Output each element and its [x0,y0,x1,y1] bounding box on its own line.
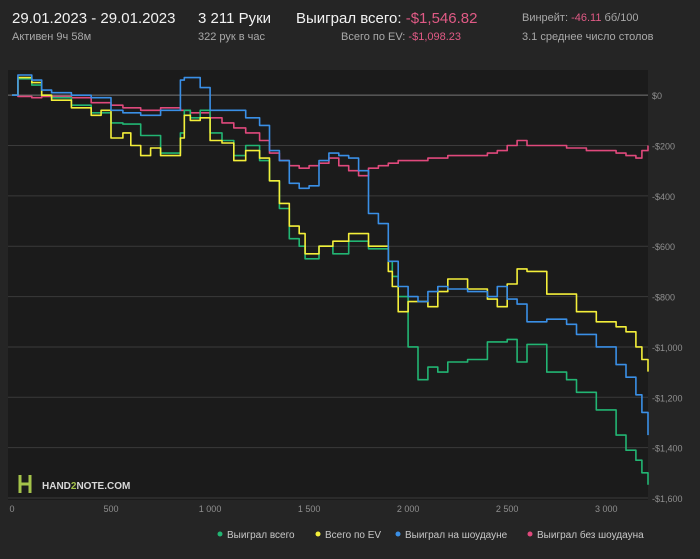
x-tick-label: 2 500 [496,504,519,514]
active-time: Активен 9ч 58м [12,31,92,43]
y-tick-label: -$1,400 [652,444,683,454]
x-tick-label: 2 000 [397,504,420,514]
stats-header: 29.01.2023 - 29.01.2023 Активен 9ч 58м 3… [0,0,700,50]
winrate: Винрейт: -46.11 бб/100 [522,12,639,24]
won-total-label: Выиграл всего: [296,10,402,27]
plot-background [8,70,648,500]
y-tick-label: -$1,600 [652,494,683,504]
hands-per-hour: 322 рук в час [198,31,266,43]
hand2note-logo: HAND2NOTE.COM [18,475,130,493]
x-tick-label: 0 [9,504,14,514]
y-tick-label: -$1,200 [652,393,683,403]
ev-total: Всего по EV: -$1,098.23 [341,31,461,43]
hands-count: 3 211 Руки [198,10,272,27]
avg-tables: 3.1 среднее число столов [522,31,654,43]
won-total: Выиграл всего: -$1,546.82 [296,10,477,27]
series-line [12,76,649,372]
y-axis: $0 -$200 -$400 -$600 -$800 -$1,000 -$1,200 -$1,… [652,91,683,504]
ev-total-label: Всего по EV: [341,31,406,43]
y-tick-label: -$800 [652,293,675,303]
winrate-value: -46.11 [571,12,602,24]
profit-graph: $0 -$200 -$400 -$600 -$800 -$1,000 -$1,200 -$1,… [8,70,683,541]
svg-text:HAND2NOTE.COM: HAND2NOTE.COM [42,481,130,492]
legend-marker [395,531,401,537]
h-logo-icon [18,475,32,493]
y-tick-label: -$200 [652,142,675,152]
chart-area: $0 -$200 -$400 -$600 -$800 -$1,000 -$1,200 -$1,… [0,50,700,554]
x-tick-label: 1 000 [199,504,222,514]
x-tick-label: 3 000 [595,504,618,514]
y-tick-label: -$600 [652,242,675,252]
winrate-label: Винрейт: [522,12,569,24]
logo-text-left: HAND [42,481,71,492]
y-tick-label: -$1,000 [652,343,683,353]
legend-label: Всего по EV [325,530,381,541]
logo-text-mid: 2 [71,481,77,492]
x-tick-label: 1 500 [298,504,321,514]
legend-label: Выиграл всего [227,530,295,541]
legend-marker [315,531,321,537]
ev-total-value: -$1,098.23 [408,31,462,43]
series-lines [12,74,649,485]
won-total-value: -$1,546.82 [405,10,478,27]
legend-label: Выиграл на шоудауне [405,530,508,541]
legend: Выиграл всего Всего по EV Выиграл на шоуда… [217,529,644,541]
date-range: 29.01.2023 - 29.01.2023 [12,10,176,27]
y-tick-label: $0 [652,91,662,101]
legend-label: Выиграл без шоудауна [537,529,644,541]
logo-text-right: NOTE.COM [76,481,130,492]
y-tick-label: -$400 [652,192,675,202]
legend-marker [217,531,223,537]
legend-marker [527,531,533,537]
x-axis: 0 500 1 000 1 500 2 000 2 500 3 000 [9,504,617,514]
series-line [12,74,649,436]
x-tick-label: 500 [104,504,119,514]
grid-lines [8,94,648,499]
winrate-unit: бб/100 [604,12,639,24]
